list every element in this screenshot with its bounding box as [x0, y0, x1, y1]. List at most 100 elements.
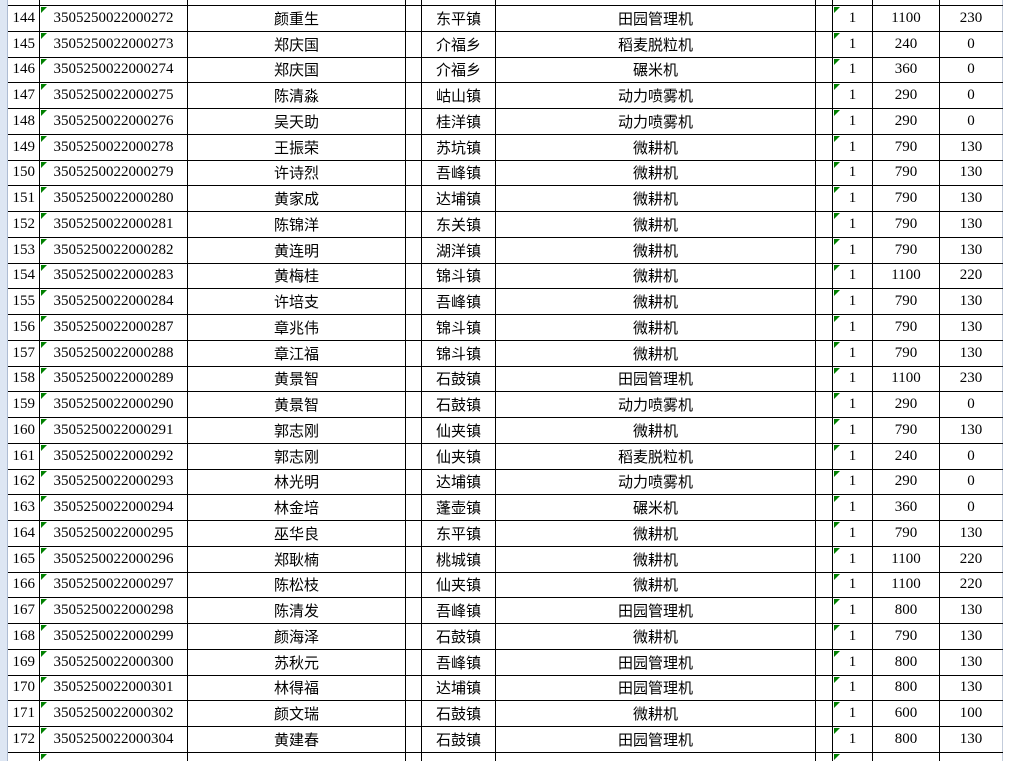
- cell-seq[interactable]: 154: [8, 263, 40, 289]
- cell-id[interactable]: 3505250022000278: [40, 134, 188, 160]
- cell-subsidy[interactable]: 130: [940, 675, 1003, 701]
- cell-seq[interactable]: 153: [8, 237, 40, 263]
- cell-price[interactable]: 1100: [873, 263, 940, 289]
- cell-seq[interactable]: 149: [8, 134, 40, 160]
- cell-qty[interactable]: 1: [833, 546, 873, 572]
- cell-subsidy[interactable]: 230: [940, 6, 1003, 31]
- cell-price[interactable]: 800: [873, 727, 940, 752]
- cell-town[interactable]: 锦斗镇: [422, 315, 496, 340]
- cell-name[interactable]: 巫华良: [188, 521, 406, 546]
- cell-name[interactable]: 颜文瑞: [188, 701, 406, 726]
- cell-town[interactable]: 吾峰镇: [422, 598, 496, 623]
- cell-town[interactable]: 东平镇: [422, 521, 496, 546]
- cell-qty[interactable]: 1: [833, 109, 873, 134]
- cell-price[interactable]: 790: [873, 418, 940, 443]
- cell-spacer[interactable]: [816, 31, 833, 57]
- cell-spacer[interactable]: [816, 392, 833, 417]
- cell-subsidy[interactable]: 0: [940, 57, 1003, 83]
- cell-seq[interactable]: 168: [8, 624, 40, 649]
- cell-name[interactable]: 章江福: [188, 340, 406, 366]
- cell-spacer[interactable]: [816, 727, 833, 752]
- cell-id[interactable]: [40, 752, 188, 761]
- cell-seq[interactable]: 150: [8, 160, 40, 186]
- cell-seq[interactable]: 145: [8, 31, 40, 57]
- cell-seq[interactable]: 155: [8, 289, 40, 314]
- cell-price[interactable]: [873, 752, 940, 761]
- cell-spacer[interactable]: [816, 237, 833, 263]
- cell-spacer[interactable]: [816, 443, 833, 469]
- cell-name[interactable]: 许培支: [188, 289, 406, 314]
- cell-price[interactable]: [873, 0, 940, 5]
- cell-spacer[interactable]: [406, 649, 422, 675]
- cell-subsidy[interactable]: 130: [940, 289, 1003, 314]
- cell-price[interactable]: 290: [873, 83, 940, 108]
- cell-qty[interactable]: 1: [833, 289, 873, 314]
- cell-machine[interactable]: 田园管理机: [496, 649, 816, 675]
- cell-subsidy[interactable]: [940, 752, 1003, 761]
- cell-qty[interactable]: 1: [833, 83, 873, 108]
- cell-machine[interactable]: 微耕机: [496, 315, 816, 340]
- cell-price[interactable]: 800: [873, 649, 940, 675]
- cell-qty[interactable]: 1: [833, 212, 873, 237]
- cell-seq[interactable]: 148: [8, 109, 40, 134]
- cell-seq[interactable]: 164: [8, 521, 40, 546]
- cell-subsidy[interactable]: 230: [940, 366, 1003, 392]
- cell-spacer[interactable]: [406, 0, 422, 5]
- cell-subsidy[interactable]: 130: [940, 521, 1003, 546]
- cell-name[interactable]: 王振荣: [188, 134, 406, 160]
- cell-id[interactable]: 3505250022000290: [40, 392, 188, 417]
- cell-town[interactable]: 介福乡: [422, 31, 496, 57]
- cell-name[interactable]: 郑耿楠: [188, 546, 406, 572]
- cell-town[interactable]: 岵山镇: [422, 83, 496, 108]
- cell-subsidy[interactable]: 0: [940, 31, 1003, 57]
- cell-seq[interactable]: 163: [8, 495, 40, 520]
- cell-id[interactable]: 3505250022000275: [40, 83, 188, 108]
- cell-machine[interactable]: 微耕机: [496, 160, 816, 186]
- cell-machine[interactable]: 田园管理机: [496, 6, 816, 31]
- cell-qty[interactable]: 1: [833, 572, 873, 598]
- cell-qty[interactable]: 1: [833, 57, 873, 83]
- cell-subsidy[interactable]: 130: [940, 727, 1003, 752]
- cell-name[interactable]: 苏秋元: [188, 649, 406, 675]
- cell-spacer[interactable]: [406, 495, 422, 520]
- cell-id[interactable]: 3505250022000294: [40, 495, 188, 520]
- cell-town[interactable]: [422, 752, 496, 761]
- cell-machine[interactable]: 动力喷雾机: [496, 392, 816, 417]
- cell-price[interactable]: 290: [873, 109, 940, 134]
- cell-seq[interactable]: 159: [8, 392, 40, 417]
- cell-id[interactable]: 3505250022000281: [40, 212, 188, 237]
- cell-id[interactable]: 3505250022000304: [40, 727, 188, 752]
- cell-subsidy[interactable]: 220: [940, 572, 1003, 598]
- cell-name[interactable]: 郑庆国: [188, 31, 406, 57]
- cell-seq[interactable]: 151: [8, 186, 40, 211]
- cell-qty[interactable]: 1: [833, 134, 873, 160]
- cell-spacer[interactable]: [816, 134, 833, 160]
- cell-spacer[interactable]: [406, 289, 422, 314]
- cell-price[interactable]: 600: [873, 701, 940, 726]
- cell-subsidy[interactable]: 130: [940, 212, 1003, 237]
- cell-id[interactable]: 3505250022000289: [40, 366, 188, 392]
- cell-qty[interactable]: 1: [833, 598, 873, 623]
- cell-machine[interactable]: 微耕机: [496, 289, 816, 314]
- cell-id[interactable]: 3505250022000295: [40, 521, 188, 546]
- cell-spacer[interactable]: [816, 289, 833, 314]
- cell-spacer[interactable]: [816, 495, 833, 520]
- cell-spacer[interactable]: [406, 392, 422, 417]
- cell-spacer[interactable]: [406, 315, 422, 340]
- cell-subsidy[interactable]: 130: [940, 598, 1003, 623]
- cell-price[interactable]: 1100: [873, 366, 940, 392]
- cell-machine[interactable]: 微耕机: [496, 263, 816, 289]
- cell-town[interactable]: 石鼓镇: [422, 727, 496, 752]
- cell-id[interactable]: 3505250022000299: [40, 624, 188, 649]
- cell-qty[interactable]: 1: [833, 727, 873, 752]
- cell-subsidy[interactable]: 220: [940, 263, 1003, 289]
- cell-subsidy[interactable]: 130: [940, 340, 1003, 366]
- cell-spacer[interactable]: [816, 83, 833, 108]
- cell-price[interactable]: 1100: [873, 6, 940, 31]
- cell-id[interactable]: [40, 0, 188, 5]
- cell-spacer[interactable]: [406, 546, 422, 572]
- cell-subsidy[interactable]: 130: [940, 186, 1003, 211]
- cell-qty[interactable]: 1: [833, 495, 873, 520]
- cell-id[interactable]: 3505250022000287: [40, 315, 188, 340]
- cell-seq[interactable]: [8, 0, 40, 5]
